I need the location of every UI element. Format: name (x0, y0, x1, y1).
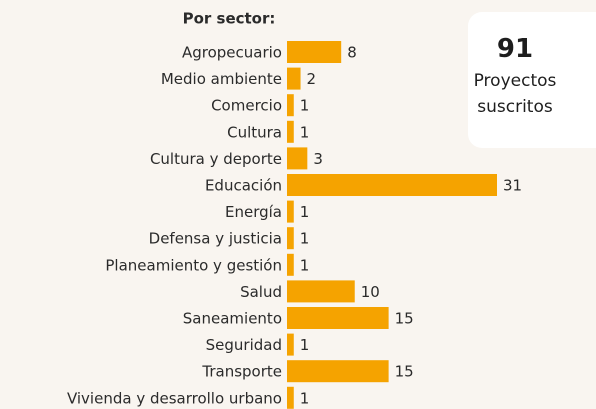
bar (287, 307, 389, 329)
value-label: 8 (347, 44, 357, 62)
category-label: Defensa y justicia (149, 230, 282, 248)
category-label: Saneamiento (183, 310, 282, 328)
bar (287, 67, 301, 90)
value-label: 1 (300, 389, 310, 407)
value-label: 1 (300, 336, 310, 354)
value-label: 1 (300, 97, 310, 115)
value-label: 31 (503, 177, 522, 195)
bar (287, 174, 497, 196)
value-label: 1 (300, 256, 310, 274)
category-label: Vivienda y desarrollo urbano (67, 389, 282, 407)
summary-value: 91 (496, 34, 534, 64)
chart-title: Por sector: (183, 10, 276, 28)
category-label: Cultura y deporte (150, 150, 282, 168)
bar (287, 120, 294, 143)
bar (287, 227, 294, 250)
bar (287, 200, 294, 223)
summary-card: 91 Proyectos suscritos (468, 12, 596, 148)
value-label: 1 (300, 123, 310, 141)
value-label: 3 (313, 150, 323, 168)
category-label: Educación (205, 177, 282, 195)
category-label: Salud (240, 283, 282, 301)
bar (287, 253, 294, 276)
bar (287, 147, 308, 170)
bar (287, 386, 294, 409)
bar (287, 41, 342, 63)
bar (287, 94, 294, 117)
bar (287, 280, 355, 303)
summary-label: Proyectos suscritos (473, 71, 557, 117)
category-label: Comercio (211, 97, 282, 115)
category-label: Medio ambiente (161, 70, 282, 88)
category-label: Agropecuario (182, 44, 282, 62)
value-label: 15 (395, 310, 414, 328)
value-label: 1 (300, 203, 310, 221)
bar (287, 360, 389, 383)
category-label: Planeamiento y gestión (105, 256, 282, 274)
bar (287, 333, 294, 356)
value-label: 1 (300, 230, 310, 248)
category-label: Energía (225, 203, 282, 221)
value-label: 2 (307, 70, 317, 88)
value-label: 10 (361, 283, 380, 301)
value-label: 15 (395, 363, 414, 381)
category-label: Transporte (201, 363, 282, 381)
category-label: Cultura (227, 123, 282, 141)
category-label: Seguridad (206, 336, 282, 354)
